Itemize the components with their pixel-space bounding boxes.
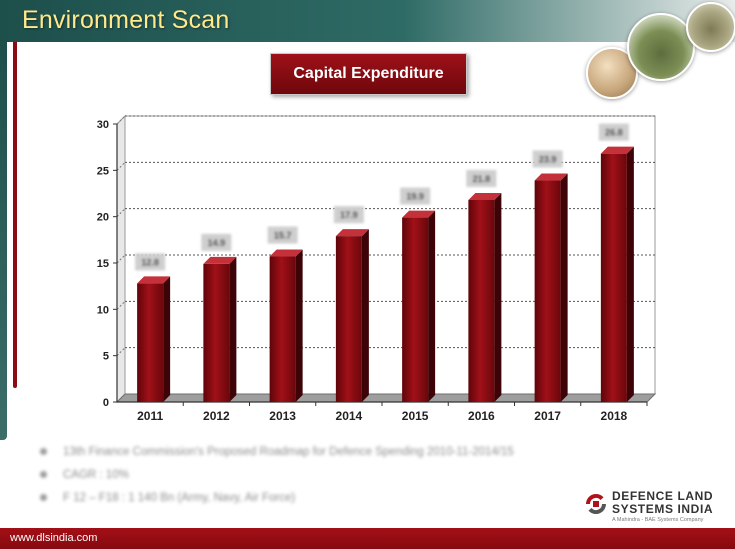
- bar-top: [600, 146, 634, 154]
- header-bar: Environment Scan: [0, 0, 735, 42]
- bar: [203, 263, 230, 402]
- bar-top: [468, 192, 502, 200]
- capital-expenditure-chart: 0 5 10 15 20 25 30 12.8 2011 14.9 2012 15.7 2013 17.9…: [62, 110, 667, 433]
- footer-bar: www.dlsindia.com: [0, 528, 735, 549]
- y-tick-label: 0: [103, 397, 109, 409]
- left-accent-bar-red: [13, 42, 17, 388]
- bar: [335, 236, 362, 402]
- bar-data-label: 15.7: [274, 231, 292, 241]
- bar-data-label-box: [333, 206, 364, 224]
- bar-data-label: 17.9: [340, 210, 358, 220]
- bar-top: [203, 256, 237, 264]
- chart-title-badge: Capital Expenditure: [270, 53, 467, 95]
- y-gridline-side: [116, 347, 126, 357]
- y-gridline-side: [116, 300, 126, 310]
- left-accent-bar-dark: [0, 42, 7, 440]
- x-tick-label: 2014: [336, 409, 363, 423]
- bar-side: [560, 173, 568, 402]
- x-tick-label: 2013: [269, 409, 296, 423]
- bar-side: [295, 249, 303, 402]
- x-tick-label: 2011: [137, 409, 163, 423]
- x-tick-label: 2018: [601, 409, 628, 423]
- y-gridline-side: [116, 254, 126, 264]
- website-link[interactable]: www.dlsindia.com: [10, 532, 98, 544]
- bar: [137, 283, 164, 402]
- bullet-list: 13th Finance Commission's Proposed Roadm…: [40, 440, 640, 509]
- y-gridline-side: [116, 208, 126, 218]
- bar-data-label-box: [466, 169, 497, 187]
- bar-data-label-box: [267, 226, 298, 244]
- bar-top: [137, 276, 171, 284]
- dls-logo-icon: [586, 494, 606, 514]
- bullet-text: CAGR : 10%: [63, 468, 129, 481]
- bar-side: [428, 210, 436, 402]
- bar-side: [626, 146, 634, 402]
- chart-svg: 0 5 10 15 20 25 30 12.8 2011 14.9 2012 15.7 2013 17.9…: [97, 114, 657, 423]
- bar: [468, 199, 495, 402]
- bar: [269, 256, 296, 402]
- bullet-item: CAGR : 10%: [40, 463, 640, 486]
- y-tick-label: 30: [97, 119, 109, 131]
- bar-side: [163, 276, 171, 402]
- bar: [534, 180, 561, 402]
- y-tick-label: 20: [97, 212, 109, 224]
- bar: [402, 217, 429, 402]
- bullet-item: 13th Finance Commission's Proposed Roadm…: [40, 440, 640, 463]
- armored-vehicle-photo: [627, 13, 695, 81]
- bullet-item: F 12 – F18 : 1 140 Bn (Army, Navy, Air F…: [40, 486, 640, 509]
- bar-data-label-box: [135, 253, 166, 271]
- bar-data-label: 19.9: [406, 192, 424, 202]
- company-logo: DEFENCE LAND SYSTEMS INDIA A Mahindra - …: [584, 490, 730, 524]
- bar-data-label-box: [532, 150, 563, 168]
- slide-title: Environment Scan: [22, 6, 230, 34]
- bar-data-label-box: [400, 187, 431, 205]
- y-tick-label: 10: [97, 304, 109, 316]
- bar-data-label-box: [201, 233, 232, 251]
- military-truck-photo: [686, 2, 735, 52]
- x-tick-label: 2012: [203, 409, 230, 423]
- bullet-text: F 12 – F18 : 1 140 Bn (Army, Navy, Air F…: [63, 491, 296, 504]
- bar-data-label: 14.9: [208, 238, 226, 248]
- x-tick-label: 2015: [402, 409, 429, 423]
- bar-data-label: 26.8: [605, 128, 623, 138]
- x-tick-label: 2016: [468, 409, 495, 423]
- logo-tagline: A Mahindra - BAE Systems Company: [612, 517, 704, 523]
- bar-top: [269, 249, 303, 257]
- bar-data-label: 12.8: [141, 257, 159, 267]
- bullet-text: 13th Finance Commission's Proposed Roadm…: [63, 445, 514, 458]
- x-tick-label: 2017: [534, 409, 561, 423]
- bar-data-label-box: [598, 123, 629, 141]
- y-tick-label: 15: [97, 258, 109, 270]
- y-gridline-side: [116, 161, 126, 171]
- bullet-icon: [40, 448, 47, 455]
- bar-side: [494, 192, 502, 402]
- chart-floor: [115, 393, 657, 403]
- y-gridline-side: [116, 115, 126, 125]
- bar-top: [335, 229, 369, 237]
- bar-top: [402, 210, 436, 218]
- bar-data-label: 23.9: [539, 155, 557, 165]
- bar-data-label: 21.8: [473, 174, 491, 184]
- bullet-icon: [40, 471, 47, 478]
- bar: [600, 153, 627, 402]
- logo-company-name: DEFENCE LAND SYSTEMS INDIA: [612, 489, 714, 516]
- bar-side: [361, 229, 369, 402]
- bar-side: [229, 256, 237, 402]
- bar-top: [534, 173, 568, 181]
- y-tick-label: 5: [103, 351, 109, 363]
- bullet-icon: [40, 494, 47, 501]
- y-tick-label: 25: [97, 165, 109, 177]
